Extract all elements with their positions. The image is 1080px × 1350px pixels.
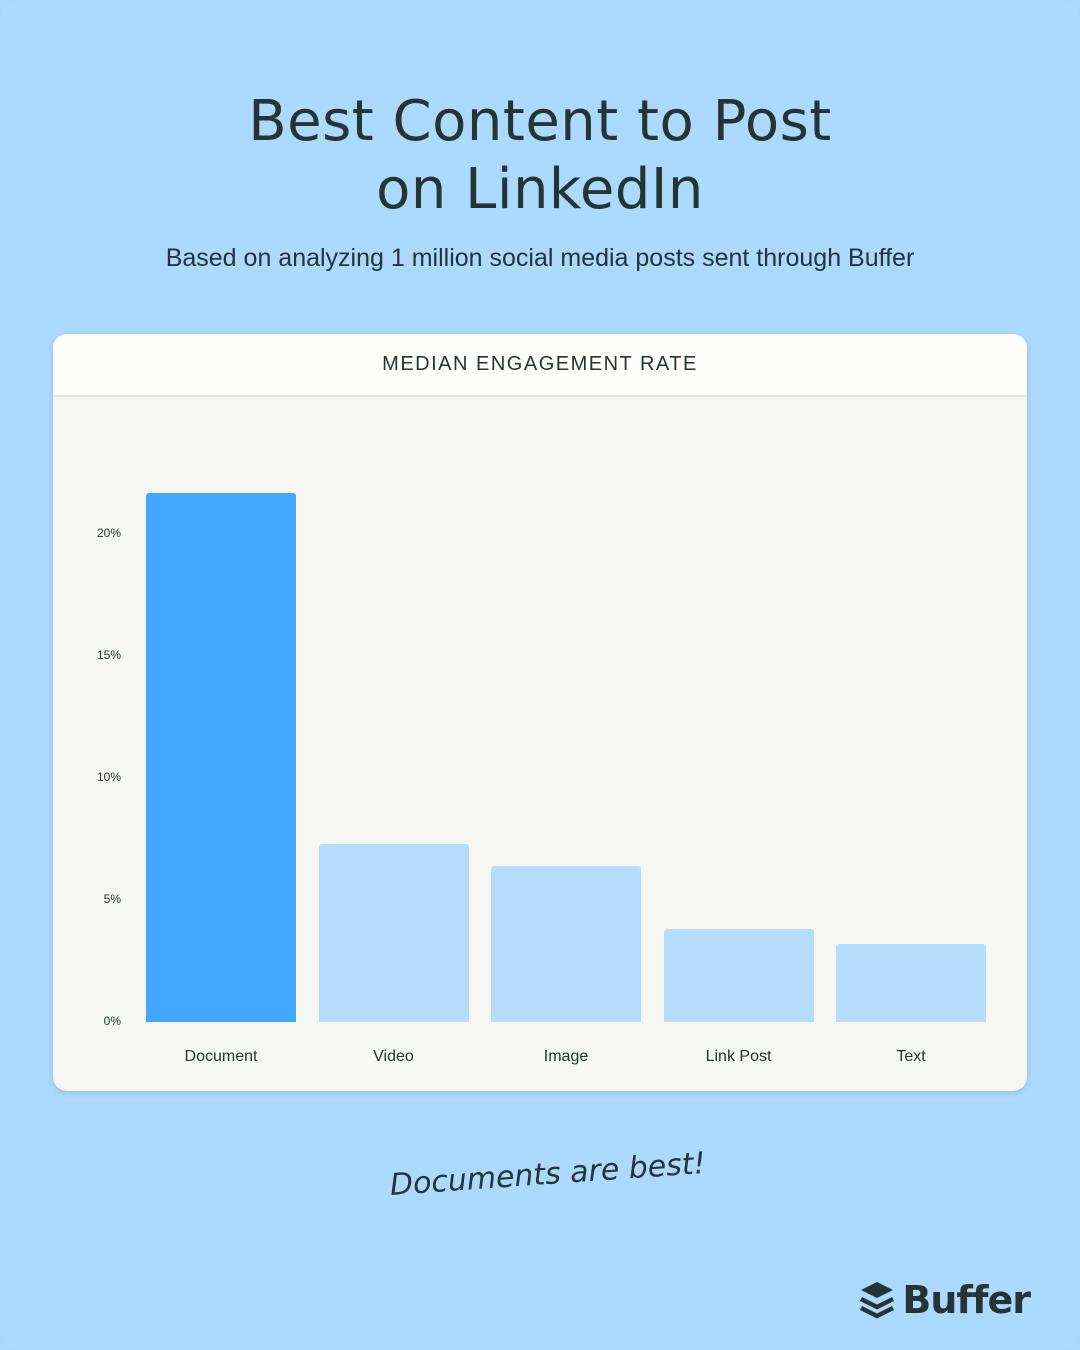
brand-name: Buffer (902, 1278, 1031, 1322)
bar-video (318, 843, 469, 1022)
x-axis-label: Video (373, 1048, 414, 1065)
x-axis-label: Link Post (705, 1048, 772, 1065)
tagline: Documents are best! (388, 1145, 707, 1203)
buffer-logo: Buffer (858, 1278, 1031, 1322)
title-line-2: on LinkedIn (376, 157, 704, 222)
y-axis-tick: 0% (103, 1014, 121, 1028)
chart-card: MEDIAN ENGAGEMENT RATE 0% 5% 10% 15% 20% Docu… (53, 334, 1027, 1091)
bar-chart: 0% 5% 10% 15% 20% Document Video Image Link Post… (53, 334, 1027, 1091)
title-line-1: Best Content to Post (248, 89, 832, 154)
chart-title: MEDIAN ENGAGEMENT RATE (53, 334, 1027, 397)
bar-text (836, 943, 986, 1022)
bar-link-post (663, 929, 814, 1022)
y-axis-tick: 20% (96, 526, 121, 540)
page-title: Best Content to Post on LinkedIn (0, 88, 1080, 224)
bar-document (146, 492, 296, 1022)
bar-image (491, 865, 641, 1022)
buffer-layers-icon (860, 1282, 895, 1319)
x-axis-label: Text (896, 1048, 926, 1065)
x-axis-label: Image (543, 1048, 589, 1065)
y-axis-tick: 15% (96, 648, 121, 662)
x-axis-label: Document (184, 1048, 258, 1065)
y-axis-tick: 5% (103, 892, 121, 906)
y-axis-tick: 10% (96, 770, 121, 784)
page-subtitle: Based on analyzing 1 million social medi… (165, 244, 915, 272)
